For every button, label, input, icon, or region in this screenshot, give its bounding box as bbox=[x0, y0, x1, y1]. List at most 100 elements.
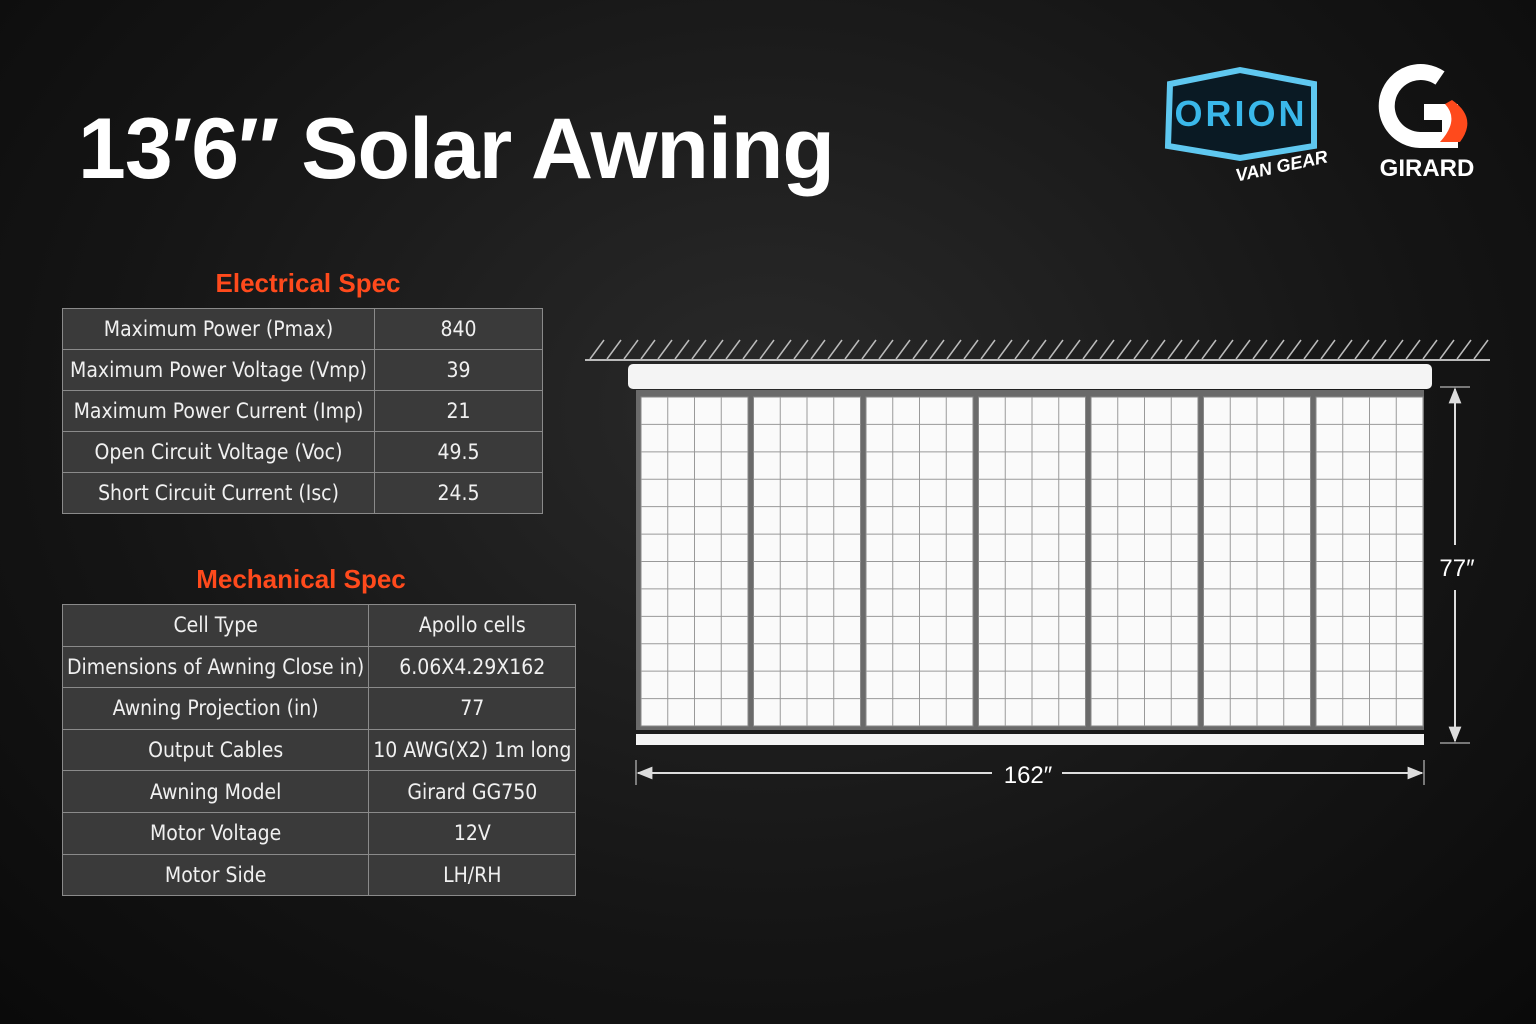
mechanical-table: Cell Type Apollo cells Dimensions of Awnin… bbox=[61, 604, 577, 897]
hatch-mark bbox=[844, 339, 860, 360]
height-label: 77″ bbox=[1439, 555, 1475, 582]
girard-accent bbox=[1440, 100, 1468, 142]
spec-value: 6.06X4.29X162 bbox=[368, 645, 577, 689]
hatch-mark bbox=[691, 339, 707, 360]
hatch-mark bbox=[1014, 339, 1030, 360]
table-row: Cell Type Apollo cells bbox=[61, 604, 577, 647]
hatch-mark bbox=[1473, 339, 1489, 360]
hatch-mark bbox=[1388, 339, 1404, 360]
mechanical-heading: Mechanical Spec bbox=[196, 564, 406, 594]
hatch-mark bbox=[793, 339, 809, 360]
hatch-mark bbox=[963, 339, 979, 360]
hatch-mark bbox=[1422, 339, 1438, 360]
spec-label: Motor Side bbox=[61, 853, 370, 897]
hatch-mark bbox=[810, 339, 826, 360]
hatch-mark bbox=[742, 339, 758, 360]
hatch-mark bbox=[912, 339, 928, 360]
hatch-mark bbox=[725, 339, 741, 360]
hatch-mark bbox=[1048, 339, 1064, 360]
spec-value: 77 bbox=[368, 687, 577, 730]
hatch-mark bbox=[1252, 339, 1268, 360]
hatch-mark bbox=[1320, 339, 1336, 360]
hatch-mark bbox=[1082, 339, 1098, 360]
hatch-mark bbox=[589, 339, 605, 360]
width-label: 162″ bbox=[1004, 762, 1053, 789]
hatch-mark bbox=[878, 339, 894, 360]
hatch-mark bbox=[708, 339, 724, 360]
hatch-mark bbox=[929, 339, 945, 360]
spec-label: Output Cables bbox=[61, 728, 370, 772]
hatch-mark bbox=[861, 339, 877, 360]
spec-label: Short Circuit Current (Isc) bbox=[62, 472, 375, 514]
hatch-mark bbox=[1150, 339, 1166, 360]
hatch-mark bbox=[946, 339, 962, 360]
spec-value: LH/RH bbox=[368, 853, 577, 897]
table-row: Maximum Power (Pmax) 840 bbox=[62, 308, 543, 350]
hatch-mark bbox=[1456, 339, 1472, 360]
spec-label: Dimensions of Awning Close in) bbox=[61, 645, 370, 689]
hatch-mark bbox=[1337, 339, 1353, 360]
table-row: Output Cables 10 AWG(X2) 1m long bbox=[61, 728, 577, 772]
hatch-mark bbox=[1439, 339, 1455, 360]
hatch-mark bbox=[997, 339, 1013, 360]
spec-value: 10 AWG(X2) 1m long bbox=[368, 728, 577, 772]
hatch-mark bbox=[1405, 339, 1421, 360]
hatch-mark bbox=[827, 339, 843, 360]
hatch-mark bbox=[1303, 339, 1319, 360]
table-row: Motor Side LH/RH bbox=[61, 853, 577, 897]
bottom-bar bbox=[636, 734, 1424, 745]
electrical-heading: Electrical Spec bbox=[215, 268, 401, 298]
hatch-mark bbox=[759, 339, 775, 360]
girard-mark bbox=[1378, 64, 1458, 148]
spec-value: 21 bbox=[374, 390, 543, 432]
hatch-mark bbox=[895, 339, 911, 360]
spec-value: 840 bbox=[374, 308, 543, 350]
hatch-mark bbox=[1065, 339, 1081, 360]
hatch-mark bbox=[980, 339, 996, 360]
hatch-mark bbox=[1354, 339, 1370, 360]
panels bbox=[640, 396, 1424, 727]
spec-label: Awning Projection (in) bbox=[61, 687, 370, 730]
spec-label: Open Circuit Voltage (Voc) bbox=[62, 431, 375, 473]
spec-value: 24.5 bbox=[374, 472, 543, 514]
table-row: Short Circuit Current (Isc) 24.5 bbox=[62, 472, 543, 514]
table-row: Dimensions of Awning Close in) 6.06X4.29X… bbox=[61, 645, 577, 689]
hatch-mark bbox=[623, 339, 639, 360]
spec-value: 12V bbox=[368, 811, 577, 855]
hatch-mark bbox=[1167, 339, 1183, 360]
hatch-mark bbox=[1269, 339, 1285, 360]
awning-head bbox=[628, 364, 1432, 389]
title: 13′6″ Solar Awning bbox=[78, 101, 835, 197]
hatch-mark bbox=[1133, 339, 1149, 360]
hatch-mark bbox=[640, 339, 656, 360]
spec-value: 39 bbox=[374, 349, 543, 391]
hatch-mark bbox=[1201, 339, 1217, 360]
hatch-mark bbox=[1286, 339, 1302, 360]
hatch-mark bbox=[657, 339, 673, 360]
hatch-mark bbox=[674, 339, 690, 360]
table-row: Open Circuit Voltage (Voc) 49.5 bbox=[62, 431, 543, 473]
spec-value: Girard GG750 bbox=[368, 770, 577, 813]
hatch-mark bbox=[1184, 339, 1200, 360]
spec-label: Cell Type bbox=[61, 604, 370, 647]
hatch-mark bbox=[1218, 339, 1234, 360]
hatch-mark bbox=[1235, 339, 1251, 360]
spec-label: Maximum Power (Pmax) bbox=[62, 308, 375, 350]
electrical-table: Maximum Power (Pmax) 840 Maximum Power Vol… bbox=[62, 308, 543, 514]
spec-value: Apollo cells bbox=[368, 604, 577, 647]
hatch bbox=[589, 339, 1489, 360]
hatch-mark bbox=[1031, 339, 1047, 360]
hatch-mark bbox=[1116, 339, 1132, 360]
orion-badge bbox=[1164, 66, 1317, 162]
girard-logo: GIRARD bbox=[1380, 155, 1475, 182]
hatch-mark bbox=[1371, 339, 1387, 360]
hatch-mark bbox=[1099, 339, 1115, 360]
table-row: Awning Projection (in) 77 bbox=[61, 687, 577, 730]
orion-logo: ORION bbox=[1174, 93, 1307, 134]
hatch-mark bbox=[776, 339, 792, 360]
table-row: Maximum Power Current (Imp) 21 bbox=[62, 390, 543, 432]
hatch-mark bbox=[606, 339, 622, 360]
spec-label: Motor Voltage bbox=[61, 811, 370, 855]
